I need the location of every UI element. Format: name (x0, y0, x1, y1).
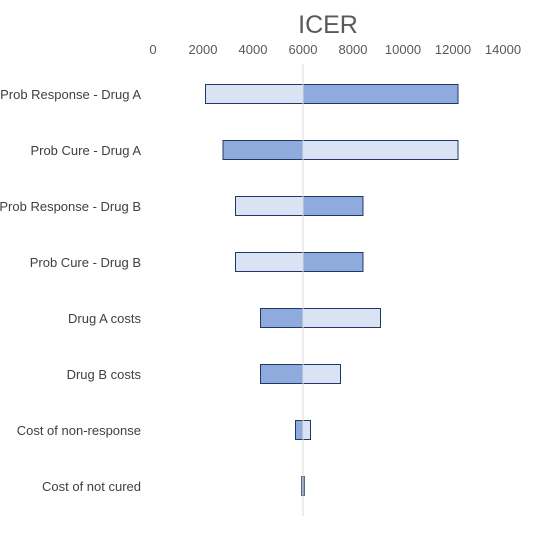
x-axis: 0 2000 4000 6000 8000 10000 12000 14000 (149, 42, 521, 57)
plot-area (205, 84, 459, 496)
bar-series-1 (302, 308, 381, 328)
category-label: Prob Cure - Drug A (30, 143, 141, 158)
bar-series-1 (235, 252, 304, 272)
x-tick-label: 6000 (289, 42, 318, 57)
bar-series-2 (260, 364, 304, 384)
category-label: Cost of not cured (42, 479, 141, 494)
category-axis: Prob Response - Drug A Prob Cure - Drug A… (0, 87, 141, 494)
x-tick-label: 10000 (385, 42, 421, 57)
bar-series-1 (302, 420, 311, 440)
bar-series-2 (302, 84, 459, 104)
x-tick-label: 4000 (239, 42, 268, 57)
category-label: Cost of non-response (17, 423, 141, 438)
category-label: Drug A costs (68, 311, 141, 326)
x-tick-label: 8000 (339, 42, 368, 57)
bar-series-2 (302, 252, 364, 272)
bar-series-2 (295, 420, 304, 440)
bar-series-2 (222, 140, 304, 160)
category-label: Drug B costs (67, 367, 142, 382)
x-tick-label: 2000 (189, 42, 218, 57)
bar-series-2 (260, 308, 304, 328)
category-label: Prob Cure - Drug B (30, 255, 141, 270)
category-label: Prob Response - Drug A (0, 87, 141, 102)
x-tick-label: 14000 (485, 42, 521, 57)
x-tick-label: 12000 (435, 42, 471, 57)
bar-series-2 (302, 196, 364, 216)
x-tick-label: 0 (149, 42, 156, 57)
bar-series-1 (302, 364, 341, 384)
category-label: Prob Response - Drug B (0, 199, 141, 214)
chart-title: ICER (298, 11, 358, 39)
bar-series-1 (302, 140, 459, 160)
bar-series-1 (235, 196, 304, 216)
bar-series-1 (205, 84, 304, 104)
